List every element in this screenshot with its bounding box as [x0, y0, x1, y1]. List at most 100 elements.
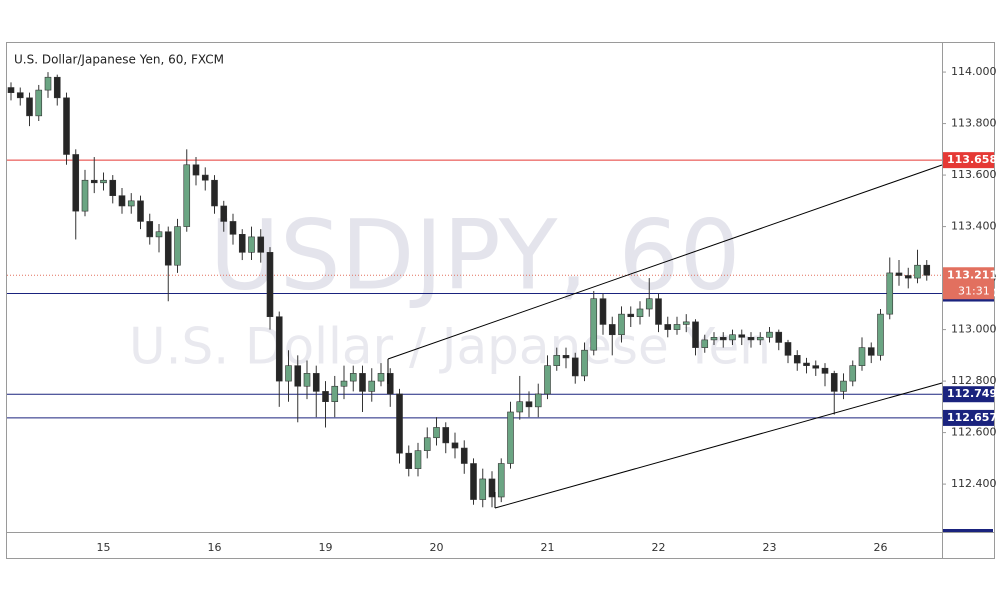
candle-body — [497, 463, 505, 498]
levels-group — [7, 159, 942, 419]
candle-body — [35, 89, 43, 117]
candle-body — [405, 452, 413, 469]
chart-title: U.S. Dollar/Japanese Yen, 60, FXCM — [14, 53, 224, 67]
y-tick-label: 113.600 — [951, 168, 997, 181]
candle-body — [895, 272, 903, 276]
candle-body — [766, 331, 773, 338]
candles-group — [7, 72, 931, 508]
candle-body — [636, 308, 644, 318]
candle-body — [590, 298, 598, 351]
candle-body — [183, 164, 191, 227]
candle-body — [340, 380, 348, 387]
countdown-label: 31:31 — [958, 284, 990, 297]
candle-body — [201, 174, 209, 181]
y-tick-label: 114.000 — [951, 65, 997, 78]
candle-body — [90, 179, 98, 184]
candle-body — [81, 179, 89, 212]
candle-body — [738, 334, 746, 338]
candle-body — [886, 272, 894, 315]
candle-body — [775, 331, 783, 343]
candle-body — [923, 264, 931, 276]
candle-body — [840, 380, 847, 392]
candle-body — [858, 347, 866, 366]
candle-body — [451, 442, 459, 449]
candle-body — [53, 76, 61, 99]
candle-body — [867, 347, 875, 356]
candle-body — [16, 92, 24, 99]
level-label: 112.749 — [947, 387, 997, 400]
watermark-group: USDJPY, 60 U.S. Dollar / Japanese Yen — [129, 199, 771, 375]
candle-body — [414, 450, 422, 469]
candle-body — [655, 298, 662, 325]
y-tick-label: 112.800 — [951, 374, 997, 387]
candle-body — [618, 313, 625, 336]
candle-body — [571, 357, 579, 377]
candle-body — [608, 324, 616, 336]
y-tick-label: 113.800 — [951, 117, 997, 130]
candle-body — [849, 365, 857, 382]
x-tick-label: 26 — [874, 541, 888, 554]
candle-body — [877, 313, 884, 356]
current-price-label: 113.211 — [947, 268, 997, 281]
candle-body — [793, 355, 801, 364]
candle-body — [155, 231, 163, 238]
candle-body — [266, 252, 274, 318]
candle-body — [682, 321, 690, 325]
candle-body — [442, 427, 450, 444]
scale-marker — [943, 529, 993, 532]
candle-body — [821, 367, 829, 374]
candle-body — [303, 373, 311, 387]
candle-body — [756, 337, 764, 341]
candle-body — [386, 373, 394, 395]
axis-group: 112.400112.600112.800113.000113.200113.4… — [97, 65, 998, 554]
candle-body — [729, 334, 736, 341]
level-label-box — [943, 409, 994, 426]
candle-body — [423, 437, 431, 451]
candle-body — [146, 221, 154, 238]
candle-body — [72, 154, 80, 212]
x-tick-label: 15 — [97, 541, 111, 554]
x-tick-label: 19 — [319, 541, 333, 554]
candle-body — [673, 324, 681, 330]
candle-body — [747, 337, 755, 341]
candle-body — [192, 164, 200, 176]
candle-body — [359, 373, 366, 392]
level-label-box — [943, 152, 994, 169]
channel-lower — [494, 382, 943, 509]
candle-body — [719, 337, 727, 341]
candle-body — [830, 373, 838, 392]
x-tick-label: 16 — [208, 541, 222, 554]
x-tick-label: 23 — [763, 541, 777, 554]
x-tick-label: 20 — [430, 541, 444, 554]
y-tick-label: 112.600 — [951, 426, 997, 439]
candle-body — [368, 380, 376, 392]
candle-body — [784, 342, 792, 356]
candle-body — [63, 97, 70, 155]
candle-body — [507, 411, 514, 464]
y-tick-label: 113.400 — [951, 220, 997, 233]
candle-body — [460, 447, 468, 464]
candle-body — [174, 226, 181, 266]
candle-body — [127, 200, 135, 207]
candle-body — [562, 355, 570, 359]
watermark: USDJPY, 60 — [209, 199, 740, 311]
level-label: 112.657 — [947, 411, 997, 424]
candle-body — [377, 373, 385, 382]
current-price-box — [943, 267, 994, 300]
candle-body — [44, 76, 52, 91]
candle-body — [479, 478, 487, 500]
candle-body — [664, 324, 672, 330]
candle-body — [904, 275, 912, 279]
candle-body — [275, 316, 283, 382]
candle-body — [525, 401, 533, 408]
x-tick-label: 22 — [652, 541, 666, 554]
candle-body — [710, 337, 718, 341]
candle-body — [433, 427, 440, 439]
candle-body — [544, 365, 551, 395]
candle-body — [248, 236, 255, 253]
candle-body — [516, 401, 524, 413]
level-label-box — [943, 386, 994, 403]
candle-body — [109, 179, 117, 196]
candle-body — [701, 339, 709, 348]
